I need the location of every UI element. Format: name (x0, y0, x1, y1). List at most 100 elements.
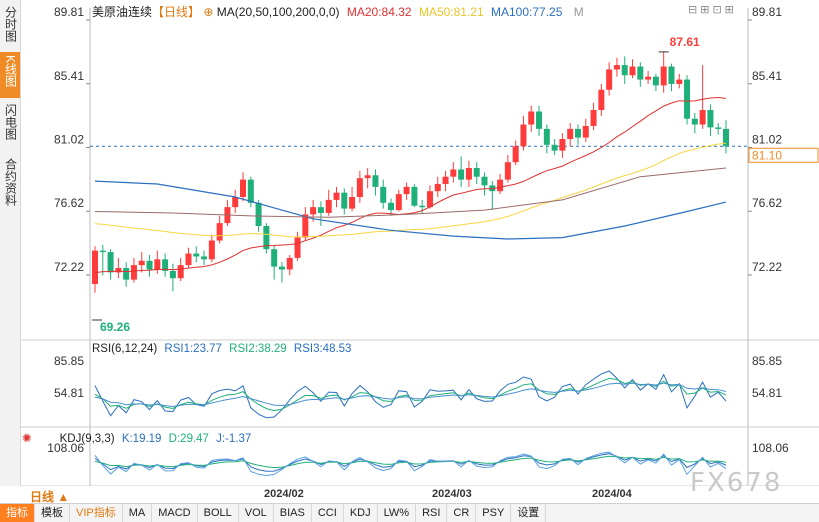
candle-body (473, 168, 480, 177)
zoom-in-icon[interactable]: ⊞ (700, 4, 710, 16)
settings-circle-icon[interactable]: ⊕ (203, 5, 214, 19)
tab-time-share[interactable]: 分时图 (0, 4, 20, 48)
toolbar-boll[interactable]: BOLL (198, 504, 239, 522)
toolbar-macd[interactable]: MACD (152, 504, 198, 522)
candle-body (637, 66, 644, 80)
candle-body (169, 270, 176, 279)
candle-body (691, 118, 698, 125)
rsi2-value: RSI2:38.29 (229, 343, 287, 355)
candle-body (528, 111, 535, 125)
candle-body (668, 66, 675, 84)
chart-controls: ⊟ ⊞ ⊡ ⊞ (688, 3, 734, 16)
candle-body (364, 175, 371, 179)
instrument-title: 美原油连续 (92, 5, 153, 19)
candle-body (660, 66, 667, 86)
toolbar-vip-indicators[interactable]: VIP指标 (70, 504, 123, 522)
price-label-right: 81.02 (752, 132, 782, 146)
candle-body (715, 127, 722, 129)
candle-body (263, 226, 270, 250)
candle-body (271, 249, 278, 267)
tab-contract-info[interactable]: 合约资料 (0, 156, 20, 214)
candle-body (652, 76, 659, 86)
rsi1-value: RSI1:23.77 (164, 343, 222, 355)
ma-label: MA(20,50,100,200,0,0) (216, 5, 340, 19)
candle-body (107, 252, 114, 273)
candle-body (255, 202, 262, 227)
candle-body (536, 111, 543, 129)
candle-body (426, 191, 433, 208)
candle-body (645, 76, 652, 80)
rsi3-value: RSI3:48.53 (293, 343, 352, 355)
candle-body (294, 237, 301, 258)
ma100-line (94, 180, 727, 240)
watermark-logo: FX678 (690, 468, 783, 498)
rsi-legend: RSI(6,12,24) RSI1:23.77 RSI2:38.29 RSI3:… (92, 343, 351, 355)
x-label-apr: 2024/04 (592, 488, 632, 500)
candle-body (99, 250, 106, 253)
candle-body (278, 266, 285, 270)
expand-icon[interactable]: ⊡ (712, 4, 722, 16)
candle-body (574, 128, 581, 138)
ma20-value: MA20:84.32 (346, 5, 412, 19)
candle-body (707, 110, 714, 128)
kline-chart[interactable]: 89.81 89.81 85.41 85.41 81.02 81.02 76.62 76.62… (0, 0, 819, 486)
toolbar-cr[interactable]: CR (447, 504, 477, 522)
kdj-j-line (94, 451, 727, 477)
candle-body (497, 179, 504, 192)
indicator-settings-icon[interactable]: ✺ (22, 433, 32, 445)
candle-body (216, 223, 223, 241)
kdj-d-line (94, 455, 727, 469)
toolbar-templates[interactable]: 模板 (35, 504, 70, 522)
candle-body (349, 197, 356, 209)
rsi-label-right: 85.85 (752, 354, 782, 368)
toolbar-rsi[interactable]: RSI (416, 504, 448, 522)
period-selector[interactable]: 日线 ▲ (30, 490, 70, 504)
candle-body (684, 79, 691, 119)
candle-body (543, 128, 550, 145)
price-label-right: 85.41 (752, 69, 782, 83)
left-tab-bar: 分时图 K线图 闪电图 合约资料 (0, 0, 21, 486)
candle-body (458, 169, 465, 180)
current-price-label: 81.10 (752, 148, 782, 162)
zoom-out-icon[interactable]: ⊟ (688, 4, 698, 16)
candle-body (162, 259, 169, 271)
kdj-label: KDJ(9,3,3) (59, 433, 115, 445)
candle-body (325, 199, 332, 213)
candle-body (92, 250, 98, 284)
candle-body (395, 194, 402, 211)
candle-body (512, 146, 519, 163)
toolbar-vol[interactable]: VOL (239, 504, 274, 522)
toolbar-settings[interactable]: 设置 (511, 504, 547, 522)
tab-kline[interactable]: K线图 (0, 52, 20, 98)
toolbar-psy[interactable]: PSY (476, 504, 512, 522)
price-label-left: 76.62 (54, 196, 84, 210)
candle-body (341, 192, 348, 209)
price-label-left: 72.22 (54, 260, 84, 274)
candle-body (302, 214, 309, 238)
toolbar-indicators[interactable]: 指标 (0, 504, 35, 522)
ma20-line (94, 96, 727, 274)
pane-icon[interactable]: ⊞ (724, 4, 734, 16)
kdj-k-line (94, 453, 727, 472)
candle-body (629, 66, 636, 76)
kdj-label-right: 108.06 (752, 441, 789, 455)
toolbar-kdj[interactable]: KDJ (344, 504, 378, 522)
candle-body (551, 144, 558, 151)
toolbar-lw[interactable]: LW% (378, 504, 417, 522)
toolbar-bias[interactable]: BIAS (274, 504, 312, 522)
m-marker: M (573, 5, 584, 19)
toolbar-ma[interactable]: MA (123, 504, 153, 522)
candle-body (590, 110, 597, 126)
candle-body (411, 186, 418, 206)
price-label-left: 81.02 (54, 132, 84, 146)
toolbar-cci[interactable]: CCI (312, 504, 344, 522)
ma50-line (94, 142, 727, 238)
candle-body (504, 162, 511, 180)
ma100-value: MA100:77.25 (491, 5, 563, 19)
tab-flash[interactable]: 闪电图 (0, 102, 20, 148)
kdj-d-value: D:29.47 (168, 433, 209, 445)
candle-body (613, 65, 620, 70)
candle-body (317, 207, 324, 213)
rsi3-line (94, 382, 727, 408)
candle-body (567, 128, 574, 140)
